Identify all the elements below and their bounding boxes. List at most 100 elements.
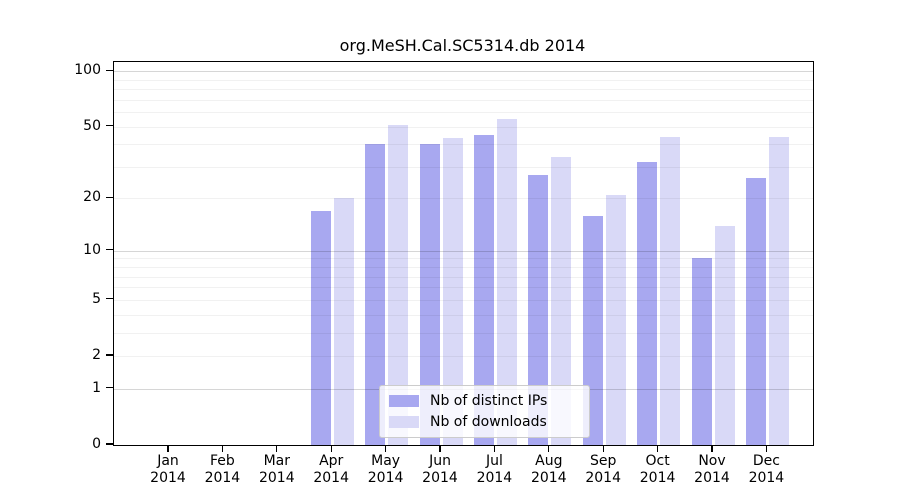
x-tick-jul-2014 [493, 445, 495, 453]
y-tick-20 [106, 196, 113, 198]
x-tick-year: 2014 [258, 470, 295, 486]
x-tick-month: Dec [752, 453, 780, 469]
x-tick-aug-2014 [548, 445, 550, 453]
x-tick-jan-2014 [167, 445, 169, 453]
legend-label-distinct-ips: Nb of distinct IPs [430, 393, 548, 409]
legend-label-downloads: Nb of downloads [430, 414, 547, 430]
x-tick-mar-2014 [276, 445, 278, 453]
y-tick-1 [106, 387, 113, 389]
x-tick-month: Jan [157, 453, 179, 469]
x-tick-month: Sep [589, 453, 617, 469]
y-tick-label-5: 5 [92, 290, 101, 307]
x-tick-year: 2014 [367, 470, 404, 486]
gridline-5 [114, 299, 813, 301]
x-tick-year: 2014 [585, 470, 621, 486]
x-tick-year: 2014 [530, 470, 567, 486]
x-tick-month: Jul [485, 453, 503, 469]
x-tick-label-dec-2014: Dec 2014 [736, 453, 796, 487]
x-tick-dec-2014 [765, 445, 767, 453]
x-tick-month: Apr [319, 453, 344, 469]
x-tick-label-jan-2014: Jan 2014 [138, 453, 198, 487]
x-tick-label-oct-2014: Oct 2014 [628, 453, 688, 487]
x-tick-sep-2014 [602, 445, 604, 453]
bar-nb-of-downloads-oct-2014 [660, 136, 681, 445]
x-tick-label-aug-2014: Aug 2014 [519, 453, 579, 487]
chart-title: org.MeSH.Cal.SC5314.db 2014 [339, 36, 586, 55]
y-tick-0 [106, 443, 113, 445]
gridline-10 [114, 250, 813, 252]
bar-nb-of-distinct-ips-nov-2014 [691, 258, 712, 445]
legend-swatch-downloads [389, 416, 419, 428]
gridline-8 [114, 267, 813, 269]
x-tick-month: Feb [209, 453, 235, 469]
bar-nb-of-downloads-may-2014 [388, 124, 409, 445]
x-tick-year: 2014 [150, 470, 186, 486]
x-tick-may-2014 [385, 445, 387, 453]
gridline-6 [114, 287, 813, 289]
bar-nb-of-distinct-ips-oct-2014 [637, 161, 658, 445]
legend-item-distinct-ips: Nb of distinct IPs [389, 393, 581, 409]
bar-nb-of-distinct-ips-may-2014 [365, 144, 386, 445]
bar-nb-of-distinct-ips-aug-2014 [528, 175, 549, 445]
x-tick-label-jul-2014: Jul 2014 [464, 453, 524, 487]
x-tick-label-may-2014: May 2014 [356, 453, 416, 487]
x-tick-label-jun-2014: Jun 2014 [410, 453, 470, 487]
x-tick-label-apr-2014: Apr 2014 [301, 453, 361, 487]
x-tick-year: 2014 [204, 470, 241, 486]
x-tick-year: 2014 [639, 470, 676, 486]
x-tick-month: May [371, 453, 401, 469]
y-tick-label-0: 0 [92, 436, 101, 452]
bar-nb-of-downloads-nov-2014 [714, 225, 735, 445]
legend: Nb of distinct IPs Nb of downloads [379, 385, 590, 438]
bar-nb-of-downloads-jul-2014 [496, 118, 517, 445]
bar-nb-of-downloads-apr-2014 [333, 198, 354, 445]
gridline-9 [114, 258, 813, 260]
y-tick-label-1: 1 [92, 379, 101, 396]
x-tick-year: 2014 [422, 470, 458, 486]
gridline-7 [114, 276, 813, 278]
y-tick-5 [106, 298, 113, 300]
bar-nb-of-downloads-aug-2014 [551, 157, 572, 445]
bar-nb-of-distinct-ips-jun-2014 [419, 144, 440, 445]
y-tick-label-50: 50 [83, 117, 101, 134]
gridline-20 [114, 198, 813, 200]
bar-nb-of-distinct-ips-dec-2014 [745, 178, 766, 445]
x-tick-year: 2014 [694, 470, 730, 486]
x-tick-label-mar-2014: Mar 2014 [247, 453, 307, 487]
x-tick-oct-2014 [657, 445, 659, 453]
gridline-90 [114, 79, 813, 81]
y-tick-100 [106, 69, 113, 71]
y-tick-label-100: 100 [74, 62, 101, 79]
gridline-2 [114, 356, 813, 357]
bars-layer [114, 62, 813, 445]
x-tick-label-nov-2014: Nov 2014 [682, 453, 742, 487]
legend-swatch-distinct-ips [389, 395, 419, 407]
y-tick-50 [106, 124, 113, 127]
bar-nb-of-distinct-ips-apr-2014 [310, 210, 331, 445]
x-tick-month: Jun [429, 453, 451, 469]
x-tick-label-feb-2014: Feb 2014 [192, 453, 252, 487]
gridline-100 [114, 71, 813, 73]
gridline-70 [114, 99, 813, 101]
bar-nb-of-downloads-jun-2014 [442, 138, 463, 445]
bar-nb-of-downloads-sep-2014 [605, 194, 626, 445]
plot-area: Nb of distinct IPs Nb of downloads [113, 61, 814, 446]
gridline-4 [114, 314, 813, 316]
y-tick-2 [106, 354, 113, 356]
gridline-3 [114, 332, 813, 334]
x-tick-month: Aug [535, 453, 563, 469]
x-tick-month: Nov [698, 453, 726, 469]
gridline-50 [114, 126, 813, 128]
x-tick-year: 2014 [748, 470, 785, 486]
bar-nb-of-downloads-dec-2014 [768, 136, 789, 445]
gridline-40 [114, 144, 813, 146]
x-tick-month: Oct [645, 453, 670, 469]
x-tick-year: 2014 [476, 470, 513, 486]
x-tick-apr-2014 [330, 445, 332, 453]
gridline-30 [114, 166, 813, 168]
y-tick-10 [106, 249, 113, 251]
gridline-60 [114, 112, 813, 114]
legend-item-downloads: Nb of downloads [389, 414, 581, 430]
x-tick-month: Mar [263, 453, 290, 469]
